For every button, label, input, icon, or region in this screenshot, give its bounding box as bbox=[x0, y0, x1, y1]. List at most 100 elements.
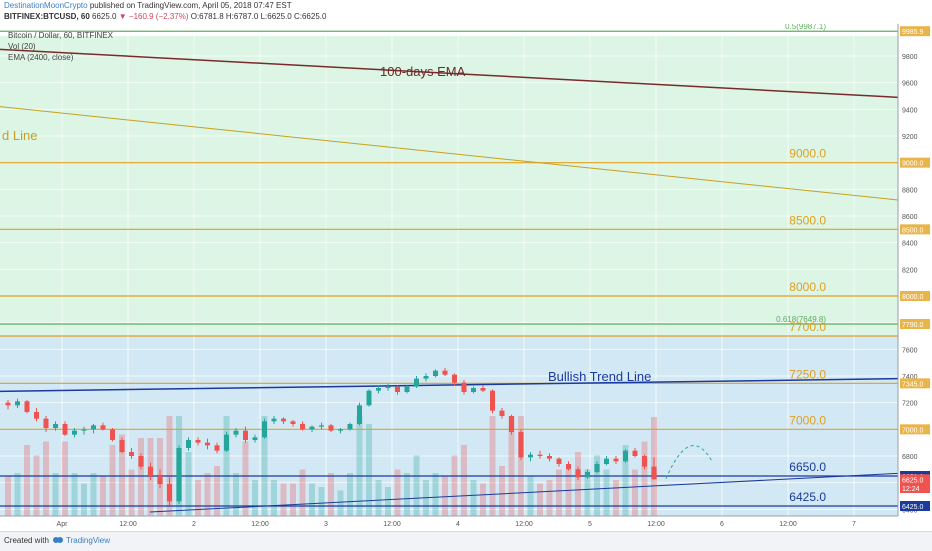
volume-bar bbox=[632, 469, 638, 516]
volume-bar bbox=[537, 483, 543, 516]
candle-body bbox=[243, 430, 248, 440]
author-link[interactable]: DestinationMoonCrypto bbox=[4, 1, 88, 10]
candle-body bbox=[138, 456, 144, 467]
volume-bar bbox=[33, 455, 40, 516]
price-badge bbox=[900, 291, 930, 301]
volume-bar bbox=[594, 455, 600, 516]
volume-bar bbox=[233, 473, 239, 516]
candle-body bbox=[537, 454, 543, 456]
price-badge bbox=[900, 378, 930, 389]
candle-body bbox=[566, 464, 571, 470]
candle-body bbox=[62, 424, 68, 435]
descending-trend-line bbox=[0, 106, 899, 201]
candle-body bbox=[309, 426, 315, 430]
y-axis: 9800960094009200900088008600840082008000… bbox=[897, 24, 932, 531]
volume-bar bbox=[195, 480, 201, 516]
volume-bar bbox=[109, 445, 116, 516]
volume-bar bbox=[328, 473, 334, 516]
level-label: 9000.0 bbox=[789, 147, 826, 161]
volume-bar bbox=[214, 466, 220, 516]
candle-body bbox=[556, 458, 562, 464]
lower-trend-line bbox=[149, 472, 899, 513]
volume-bar bbox=[185, 452, 192, 516]
level-label: 8500.0 bbox=[789, 213, 826, 227]
price-badge-label: 6425.0 bbox=[902, 504, 924, 511]
volume-bar bbox=[508, 416, 515, 516]
x-tick-label: 12:00 bbox=[779, 521, 797, 528]
annotation-ema: 100-days EMA bbox=[380, 64, 466, 79]
volume-bar bbox=[565, 469, 572, 516]
volume-bar bbox=[5, 476, 11, 516]
x-tick-label: 12:00 bbox=[383, 521, 401, 528]
volume-bar bbox=[223, 416, 230, 516]
volume-bar bbox=[622, 445, 629, 516]
volume-bar bbox=[394, 469, 401, 516]
open-value: O:6781.8 bbox=[190, 12, 224, 21]
level-label: 0.618(7649.8) bbox=[776, 315, 826, 324]
bullish-trend-line bbox=[0, 377, 899, 393]
candle-body bbox=[613, 458, 619, 462]
volume-bar bbox=[204, 473, 211, 516]
volume-bar bbox=[575, 452, 581, 516]
y-tick-label: 9200 bbox=[902, 134, 918, 141]
x-tick-label: 6 bbox=[720, 521, 724, 528]
candle-body bbox=[157, 476, 163, 484]
volume-bar bbox=[489, 416, 496, 516]
y-tick-label: 9400 bbox=[902, 107, 918, 114]
candle-body bbox=[471, 388, 476, 392]
candle-body bbox=[205, 442, 210, 446]
forecast-arrow bbox=[665, 445, 713, 479]
y-tick-label: 6800 bbox=[902, 454, 918, 461]
level-label: 7250.0 bbox=[789, 367, 826, 381]
candle-body bbox=[290, 421, 296, 424]
candle-body bbox=[423, 376, 429, 379]
price-badge-label: 7345.0 bbox=[902, 381, 924, 388]
x-tick-label: 7 bbox=[852, 521, 856, 528]
low-value: L:6625.0 bbox=[260, 12, 292, 21]
volume-bar bbox=[119, 434, 125, 516]
volume-bar bbox=[613, 480, 619, 516]
volume-bar bbox=[603, 469, 610, 516]
candle-body bbox=[594, 464, 600, 472]
y-tick-label: 7600 bbox=[902, 347, 918, 354]
volume-bar bbox=[24, 445, 30, 516]
candle-body bbox=[91, 425, 96, 430]
candle-body bbox=[623, 450, 628, 462]
x-tick-label: 2 bbox=[192, 521, 196, 528]
candle-body bbox=[651, 466, 657, 480]
candles bbox=[5, 368, 657, 506]
down-arrow-icon: ▼ bbox=[118, 12, 127, 21]
y-axis-panel bbox=[898, 24, 932, 531]
candle-body bbox=[15, 401, 20, 406]
candle-body bbox=[129, 452, 134, 456]
candle-body bbox=[328, 425, 334, 431]
price-badge-label: 8500.0 bbox=[902, 227, 924, 234]
candle-body bbox=[319, 425, 324, 427]
candle-body bbox=[338, 429, 343, 431]
x-tick-label: 12:00 bbox=[119, 521, 137, 528]
candle-body bbox=[300, 424, 305, 430]
high-value: H:6787.0 bbox=[225, 12, 259, 21]
candle-body bbox=[43, 418, 49, 428]
candle-body bbox=[72, 430, 77, 435]
price-badge bbox=[900, 26, 930, 37]
volume-bar bbox=[271, 480, 277, 516]
candle-body bbox=[585, 472, 590, 478]
price-chart[interactable]: 0.5(9987.1) 9000.0 8500.0 8000.0 0.618(7649.… bbox=[0, 24, 932, 531]
volume-bar bbox=[641, 441, 648, 516]
volume-bar bbox=[261, 416, 268, 516]
indicator-legend: Bitcoin / Dollar, 60, BITFINEX Vol (20) … bbox=[8, 31, 114, 62]
candle-body bbox=[642, 456, 647, 467]
price-badge bbox=[900, 474, 930, 485]
candle-body bbox=[404, 386, 410, 392]
level-label: 8000.0 bbox=[789, 280, 826, 294]
candle-body bbox=[433, 370, 438, 376]
candle-body bbox=[414, 378, 419, 387]
volume-bar bbox=[432, 473, 439, 516]
volume-bar bbox=[413, 455, 420, 516]
candle-body bbox=[262, 421, 267, 438]
tradingview-link[interactable]: TradingView bbox=[66, 536, 111, 545]
annotation-bullish: Bullish Trend Line bbox=[548, 369, 651, 384]
change-value: −160.9 (−2.37%) bbox=[128, 12, 189, 21]
candle-body bbox=[176, 448, 182, 502]
